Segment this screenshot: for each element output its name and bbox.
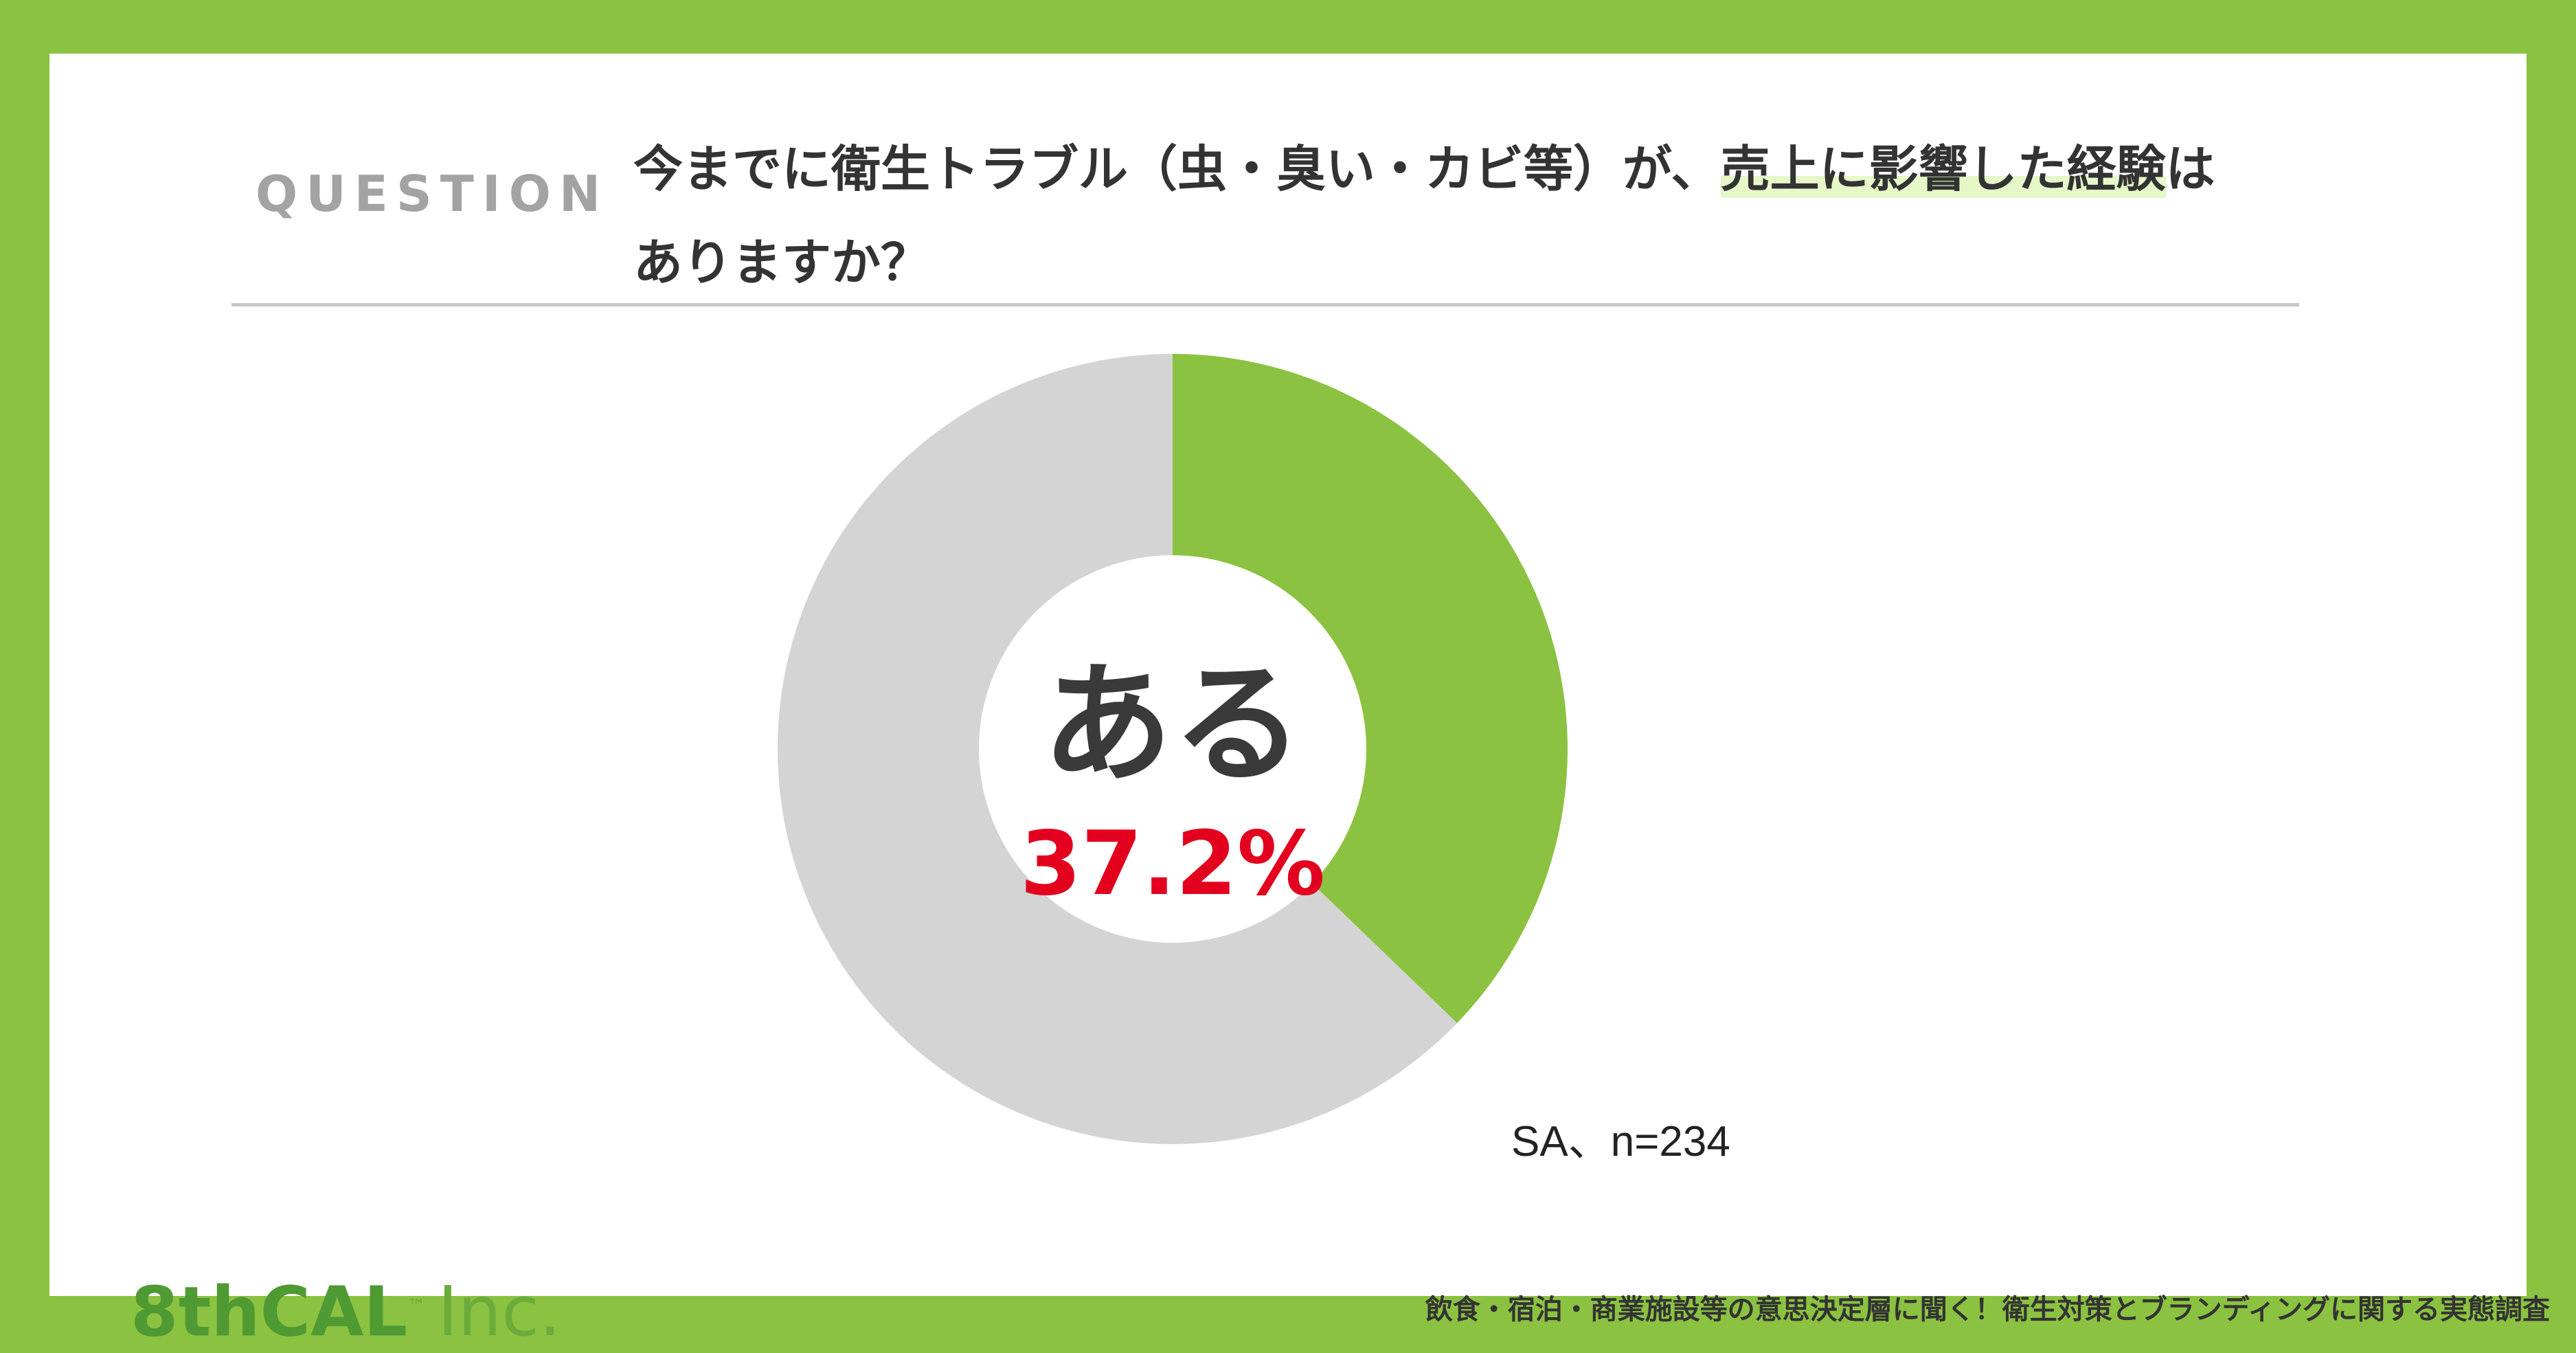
question-part1: 今までに衛生トラブル（虫・臭い・カビ等）が、 — [633, 140, 1721, 198]
center-label: ある — [1041, 649, 1303, 801]
center-value: 37.2% — [1019, 813, 1326, 915]
donut-slice-2 — [778, 354, 1458, 1144]
divider — [231, 303, 2299, 306]
question-text: 今までに衛生トラブル（虫・臭い・カビ等）が、売上に影響した経験は ありますか？ — [633, 122, 2385, 309]
question-line2: ありますか？ — [633, 234, 931, 291]
survey-title: 飲食・宿泊・商業施設等の意思決定層に聞く！衛生対策とブランディングに関する実態調… — [1425, 1294, 2550, 1326]
question-part2: は — [2165, 140, 2215, 198]
logo-primary: 8thCAL — [131, 1271, 408, 1352]
company-logo: 8thCAL™ Inc. — [131, 1268, 561, 1350]
logo-tm: ™ — [407, 1296, 426, 1317]
question-highlight: 売上に影響した経験 — [1720, 140, 2166, 198]
logo-secondary: Inc. — [438, 1271, 561, 1352]
question-label: QUESTION — [256, 165, 609, 223]
sample-note: SA、n=234 — [1511, 1118, 1730, 1165]
donut-chart — [778, 354, 1568, 1144]
donut-slice-1 — [1173, 354, 1568, 1023]
